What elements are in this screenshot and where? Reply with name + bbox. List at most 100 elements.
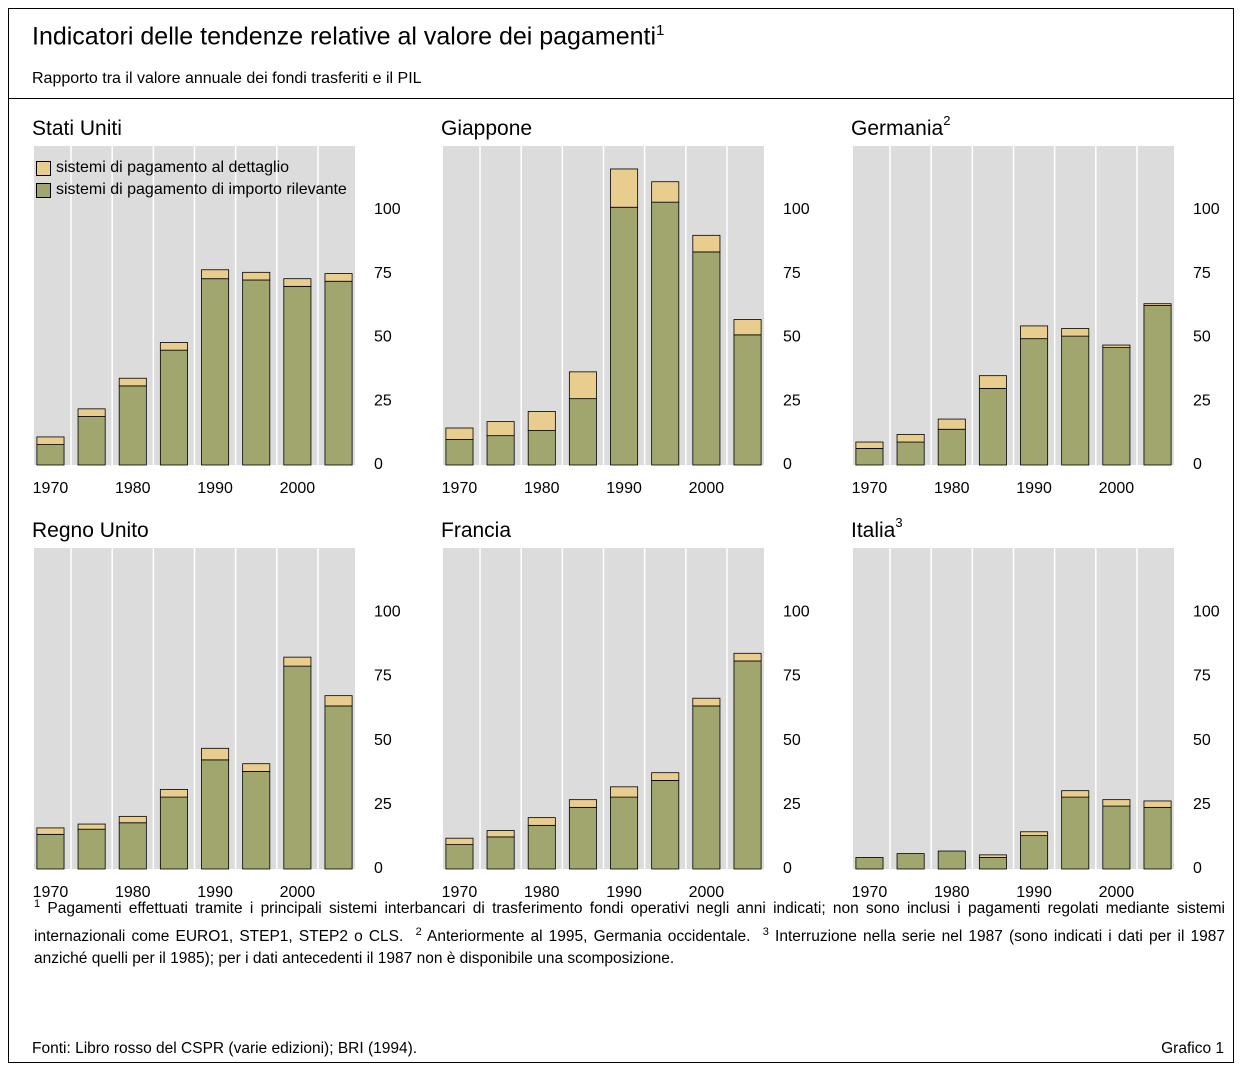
bar xyxy=(978,375,1007,389)
y-tick-label: 0 xyxy=(783,456,792,473)
bar xyxy=(1061,335,1090,466)
bar xyxy=(118,822,147,870)
bar xyxy=(36,827,65,835)
y-tick-label: 25 xyxy=(374,796,392,813)
bar xyxy=(159,788,188,798)
legend-swatch xyxy=(36,161,51,176)
bar xyxy=(855,448,884,466)
bar xyxy=(1020,831,1049,837)
bar xyxy=(445,837,474,846)
bar xyxy=(978,857,1007,870)
bar xyxy=(855,857,884,870)
panel-title-text: Regno Unito xyxy=(32,519,149,542)
bar xyxy=(486,421,515,437)
bar xyxy=(527,430,556,466)
legend-item: sistemi di pagamento di importo rilevant… xyxy=(36,179,366,201)
x-tick-label: 2000 xyxy=(689,480,725,497)
y-tick-label: 75 xyxy=(374,668,392,685)
y-tick-label: 25 xyxy=(783,796,801,813)
x-tick-label: 1980 xyxy=(115,884,151,901)
x-tick-label: 2000 xyxy=(1099,480,1135,497)
bar xyxy=(118,377,147,387)
y-tick-label: 100 xyxy=(1193,603,1220,620)
x-tick-label: 1980 xyxy=(524,884,560,901)
bar xyxy=(1102,344,1131,349)
x-tick-label: 1970 xyxy=(442,884,478,901)
x-tick-label: 2000 xyxy=(280,884,316,901)
x-tick-label: 2000 xyxy=(689,884,725,901)
bar xyxy=(159,349,188,466)
x-tick-label: 1990 xyxy=(197,480,233,497)
bar xyxy=(486,830,515,838)
panel-title: Italia3 xyxy=(851,515,903,541)
panel-title-note: 3 xyxy=(895,515,902,530)
bar xyxy=(324,705,353,870)
bar xyxy=(1061,790,1090,798)
bar xyxy=(651,181,680,203)
bar xyxy=(692,251,721,466)
bar xyxy=(896,853,925,870)
x-tick-label: 1970 xyxy=(852,480,888,497)
bar xyxy=(118,385,147,466)
bar xyxy=(283,656,312,667)
bar xyxy=(445,439,474,466)
bar xyxy=(445,844,474,870)
bar xyxy=(1143,305,1172,466)
footnote-text: Interruzione nella serie nel 1987 (sono … xyxy=(34,927,1226,968)
y-tick-label: 100 xyxy=(783,201,810,218)
footnote-marker: 1 xyxy=(34,898,41,910)
x-tick-label: 1990 xyxy=(197,884,233,901)
bar xyxy=(733,652,762,662)
title-note: 1 xyxy=(656,22,665,39)
title: Indicatori delle tendenze relative al va… xyxy=(32,22,664,51)
y-tick-label: 50 xyxy=(783,329,801,346)
bar xyxy=(1102,347,1131,466)
legend-swatch xyxy=(36,183,51,198)
bar xyxy=(692,705,721,870)
legend-label: sistemi di pagamento di importo rilevant… xyxy=(56,181,347,198)
bar xyxy=(77,823,106,830)
bar xyxy=(937,850,966,870)
bar xyxy=(36,444,65,466)
bar xyxy=(118,815,147,824)
legend-label: sistemi di pagamento al dettaglio xyxy=(56,159,290,176)
y-tick-label: 0 xyxy=(1193,860,1202,877)
bar xyxy=(568,398,597,466)
y-tick-label: 25 xyxy=(1193,392,1211,409)
bar xyxy=(568,799,597,808)
panel-title-note: 2 xyxy=(943,113,950,128)
bar xyxy=(568,371,597,400)
y-tick-label: 100 xyxy=(374,603,401,620)
y-tick-label: 0 xyxy=(783,860,792,877)
bar xyxy=(733,334,762,466)
y-tick-label: 75 xyxy=(783,265,801,282)
panel-title: Regno Unito xyxy=(32,519,149,542)
bar xyxy=(242,763,271,772)
y-tick-label: 100 xyxy=(783,603,810,620)
bar xyxy=(201,747,230,761)
bar xyxy=(610,796,639,870)
y-tick-label: 100 xyxy=(374,201,401,218)
bar xyxy=(937,428,966,466)
bar xyxy=(77,408,106,417)
footnote-text: Anteriormente al 1995, Germania occident… xyxy=(426,927,751,945)
footnote-marker: 3 xyxy=(762,925,769,938)
bar xyxy=(692,697,721,707)
footnote-marker: 2 xyxy=(415,925,422,938)
bar xyxy=(937,418,966,430)
bar xyxy=(159,342,188,351)
bar xyxy=(527,824,556,870)
y-tick-label: 0 xyxy=(1193,456,1202,473)
y-tick-label: 75 xyxy=(783,668,801,685)
y-tick-label: 50 xyxy=(1193,732,1211,749)
panel-title-text: Giappone xyxy=(441,117,532,140)
x-tick-label: 1990 xyxy=(1016,884,1052,901)
bar xyxy=(733,660,762,870)
bar xyxy=(733,319,762,336)
bar xyxy=(1061,328,1090,337)
panel-title: Francia xyxy=(441,519,511,542)
x-tick-label: 1970 xyxy=(852,884,888,901)
bar xyxy=(159,796,188,870)
bar xyxy=(896,441,925,466)
